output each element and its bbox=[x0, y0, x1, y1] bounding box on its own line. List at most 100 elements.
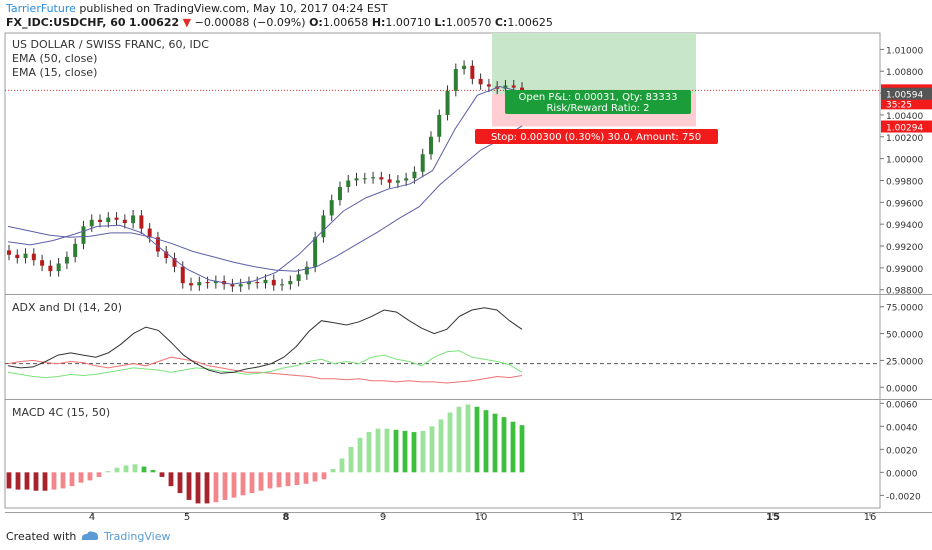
macd-bar bbox=[24, 472, 30, 490]
stop-price-badge: 1.00294 bbox=[886, 124, 923, 134]
author-link[interactable]: TarrierFuture bbox=[6, 2, 76, 15]
macd-bar bbox=[186, 472, 192, 500]
macd-tick-label: -0.0020 bbox=[886, 492, 921, 502]
adx-tick-label: 75.0000 bbox=[886, 304, 923, 314]
y-tick-label: 0.98800 bbox=[886, 287, 923, 297]
candle-body bbox=[106, 217, 111, 222]
macd-bar bbox=[393, 429, 399, 473]
price-change: −0.00088 (−0.09%) bbox=[194, 16, 306, 29]
di-minus-line bbox=[7, 356, 523, 384]
macd-bar bbox=[33, 472, 39, 491]
macd-bar bbox=[267, 472, 273, 489]
candle-body bbox=[453, 69, 458, 91]
macd-bar bbox=[15, 472, 21, 490]
y-tick-label: 1.00200 bbox=[886, 134, 923, 144]
ohlc-line: FX_IDC:USDCHF, 60 1.00622 ▼ −0.00088 (−0… bbox=[6, 16, 553, 29]
macd-bar bbox=[249, 472, 255, 494]
adx-line bbox=[7, 307, 523, 374]
macd-bar bbox=[42, 472, 48, 491]
macd-bar bbox=[366, 432, 372, 473]
macd-bar bbox=[519, 425, 525, 473]
candle-body bbox=[478, 78, 483, 85]
candle-body bbox=[462, 65, 467, 70]
candle-body bbox=[164, 251, 169, 259]
macd-bar bbox=[438, 419, 444, 473]
macd-bar bbox=[177, 472, 183, 494]
y-tick-label: 1.00800 bbox=[886, 68, 923, 78]
low-value: 1.00570 bbox=[445, 16, 492, 29]
macd-bar bbox=[231, 472, 237, 498]
macd-bar bbox=[168, 472, 174, 487]
legend-ema15: EMA (15, close) bbox=[12, 66, 97, 79]
candle-body bbox=[64, 256, 69, 264]
adx-tick-label: 25.0000 bbox=[886, 357, 923, 367]
x-tick-label: 9 bbox=[380, 512, 386, 522]
candle-body bbox=[139, 215, 144, 229]
profit-zone bbox=[492, 33, 696, 94]
candle-body bbox=[296, 274, 301, 281]
candle-body bbox=[412, 171, 417, 179]
macd-bar bbox=[402, 430, 408, 473]
candle-body bbox=[470, 65, 475, 79]
candle-body bbox=[511, 85, 516, 88]
candle-body bbox=[213, 280, 218, 284]
y-tick-label: 1.01000 bbox=[886, 46, 923, 56]
macd-bar bbox=[258, 472, 264, 491]
macd-bar bbox=[411, 432, 417, 473]
y-tick-label: 1.00000 bbox=[886, 156, 923, 166]
candle-body bbox=[379, 177, 384, 180]
candle-body bbox=[197, 282, 202, 286]
adx-title: ADX and DI (14, 20) bbox=[12, 301, 122, 314]
tradingview-link[interactable]: TradingView bbox=[104, 530, 171, 543]
candle-body bbox=[155, 237, 160, 252]
adx-panel[interactable]: ADX and DI (14, 20) bbox=[5, 301, 880, 384]
macd-bar bbox=[447, 412, 453, 473]
macd-panel[interactable]: MACD 4C (15, 50) bbox=[6, 404, 525, 504]
candle-body bbox=[131, 215, 136, 224]
macd-bar bbox=[330, 468, 336, 473]
candle-body bbox=[271, 279, 276, 286]
x-tick-label: 15 bbox=[766, 512, 780, 522]
macd-bar bbox=[312, 472, 318, 482]
x-tick-label: 5 bbox=[184, 512, 190, 522]
macd-tick-label: 0.0000 bbox=[886, 469, 918, 479]
candle-body bbox=[114, 217, 119, 220]
high-label: H: bbox=[371, 16, 386, 29]
publish-info: published on TradingView.com, May 10, 20… bbox=[75, 2, 388, 15]
candle-body bbox=[304, 266, 309, 275]
down-arrow-icon: ▼ bbox=[182, 16, 192, 29]
created-with-label: Created with bbox=[6, 530, 77, 543]
candle-body bbox=[387, 179, 392, 183]
chart-title: US DOLLAR / SWISS FRANC, 60, IDC bbox=[12, 38, 209, 51]
high-value: 1.00710 bbox=[385, 16, 431, 29]
candle-body bbox=[288, 280, 293, 285]
y-tick-label: 1.00400 bbox=[886, 112, 923, 122]
close-label: C: bbox=[494, 16, 508, 29]
candle-body bbox=[362, 178, 367, 180]
macd-bar bbox=[114, 467, 120, 473]
macd-bar bbox=[348, 447, 354, 473]
stop-box bbox=[475, 129, 718, 144]
x-tick-label: 8 bbox=[283, 512, 290, 522]
macd-bar bbox=[420, 430, 426, 473]
rr-label: Risk/Reward Ratio: 2 bbox=[546, 103, 649, 114]
candle-body bbox=[255, 282, 260, 284]
ema-price-badge: 1.00594 bbox=[886, 91, 923, 101]
macd-bar bbox=[69, 472, 75, 487]
candle-body bbox=[486, 84, 491, 87]
candle-body bbox=[238, 284, 243, 287]
x-tick-label: 4 bbox=[89, 512, 95, 522]
symbol-label: FX_IDC:USDCHF, 60 bbox=[6, 16, 126, 29]
macd-bar bbox=[159, 472, 165, 477]
macd-bar bbox=[51, 472, 57, 490]
close-value: 1.00625 bbox=[507, 16, 553, 29]
y-tick-label: 0.99400 bbox=[886, 221, 923, 231]
candle-body bbox=[354, 178, 359, 181]
candle-body bbox=[420, 154, 425, 172]
candle-body bbox=[280, 284, 285, 286]
candle-body bbox=[263, 279, 268, 284]
footer: Created with TradingView bbox=[0, 522, 932, 550]
macd-bar bbox=[222, 472, 228, 500]
